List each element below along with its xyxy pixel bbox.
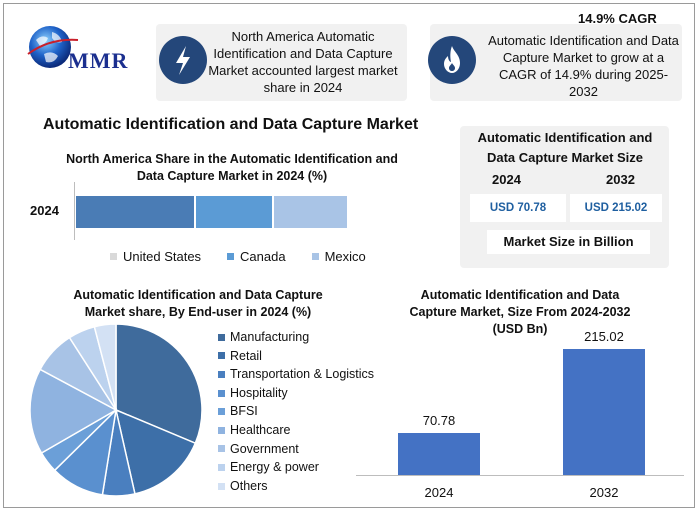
size-bar-category-label: 2032 — [589, 485, 619, 500]
market-size-value: USD 70.78 — [470, 194, 566, 222]
legend-swatch — [110, 253, 117, 260]
info-card-cagr: Automatic Identification and Data Captur… — [428, 24, 682, 101]
legend-label: Retail — [230, 348, 262, 363]
share-legend-item: Mexico — [311, 249, 366, 264]
pie-slice — [115, 323, 203, 445]
globe-icon — [27, 26, 79, 68]
size-bar — [563, 348, 645, 475]
market-size-year: 2024 — [492, 172, 521, 187]
size-chart-title: Automatic Identification and Data Captur… — [409, 288, 631, 336]
legend-label: Others — [230, 478, 268, 493]
legend-label: Canada — [240, 249, 286, 264]
info-icon-circle — [428, 36, 476, 84]
pie-legend-item: Manufacturing — [218, 328, 374, 347]
market-size-title: Automatic Identification and Data Captur… — [477, 130, 653, 165]
pie-legend-item: Retail — [218, 347, 374, 366]
legend-swatch — [218, 426, 225, 434]
pie-legend-item: Hospitality — [218, 384, 374, 403]
pie-legend-item: Energy & power — [218, 458, 374, 477]
info-card-north-america: North America Automatic Identification a… — [156, 24, 407, 101]
share-legend-item: United States — [110, 249, 201, 264]
share-legend-item: Canada — [227, 249, 286, 264]
info-card-text: North America Automatic Identification a… — [208, 29, 398, 95]
share-bar-segment — [196, 196, 272, 228]
pie-legend-item: Transportation & Logistics — [218, 365, 374, 384]
pie-chart — [29, 323, 203, 497]
pie-legend-item: Government — [218, 440, 374, 459]
share-chart-title: North America Share in the Automatic Ide… — [66, 152, 398, 183]
pie-legend-item: Healthcare — [218, 421, 374, 440]
size-bar-value-label: 70.78 — [422, 413, 456, 429]
legend-swatch — [218, 370, 225, 378]
market-size-unit: Market Size in Billion — [487, 230, 650, 254]
legend-swatch — [218, 333, 225, 341]
share-chart-category-label: 2024 — [30, 203, 59, 218]
pie-slice — [29, 368, 118, 455]
legend-swatch — [218, 463, 225, 471]
share-chart-legend: United States Canada Mexico — [110, 249, 366, 264]
legend-swatch — [227, 253, 235, 260]
legend-label: Manufacturing — [230, 330, 310, 344]
pie-chart-legend: Manufacturing Retail Transportation & Logi… — [218, 328, 374, 495]
legend-label: Mexico — [324, 249, 366, 264]
market-size-value: USD 215.02 — [570, 194, 662, 222]
flame-icon — [444, 46, 460, 73]
legend-swatch — [218, 389, 225, 397]
pie-slice — [93, 323, 117, 411]
legend-label: United States — [123, 249, 202, 264]
size-chart-axis — [356, 475, 684, 476]
pie-legend-item: Others — [218, 477, 374, 496]
legend-swatch — [311, 253, 319, 260]
logo-text: MMR — [68, 48, 129, 73]
size-bar-value-label: 215.02 — [584, 328, 624, 344]
legend-label: Healthcare — [230, 422, 291, 437]
legend-label: Government — [230, 441, 299, 456]
share-chart-bars — [76, 196, 376, 228]
pie-chart-title: Automatic Identification and Data Captur… — [73, 288, 323, 319]
main-title: Automatic Identification and Data Captur… — [43, 116, 419, 133]
lightning-icon — [176, 46, 190, 75]
market-size-year: 2032 — [606, 172, 635, 187]
legend-swatch — [218, 445, 225, 453]
share-bar-segment — [274, 196, 347, 228]
info-card-text: Automatic Identification and Data Captur… — [488, 33, 679, 99]
legend-label: Transportation & Logistics — [230, 367, 375, 382]
pie-slice — [114, 408, 197, 495]
legend-swatch — [218, 408, 225, 416]
size-bar — [398, 433, 480, 475]
legend-swatch — [218, 482, 225, 490]
size-bar-category-label: 2024 — [424, 485, 454, 500]
legend-swatch — [218, 352, 225, 360]
mmr-logo: MMR — [24, 20, 134, 80]
legend-label: BFSI — [230, 404, 258, 419]
cagr-label: 14.9% CAGR — [578, 11, 657, 26]
pie-legend-item: BFSI — [218, 402, 374, 421]
legend-label: Hospitality — [230, 385, 288, 400]
share-bar-segment — [76, 196, 194, 228]
info-icon-circle — [159, 36, 207, 84]
legend-label: Energy & power — [230, 460, 319, 475]
share-chart-axis — [74, 182, 75, 240]
